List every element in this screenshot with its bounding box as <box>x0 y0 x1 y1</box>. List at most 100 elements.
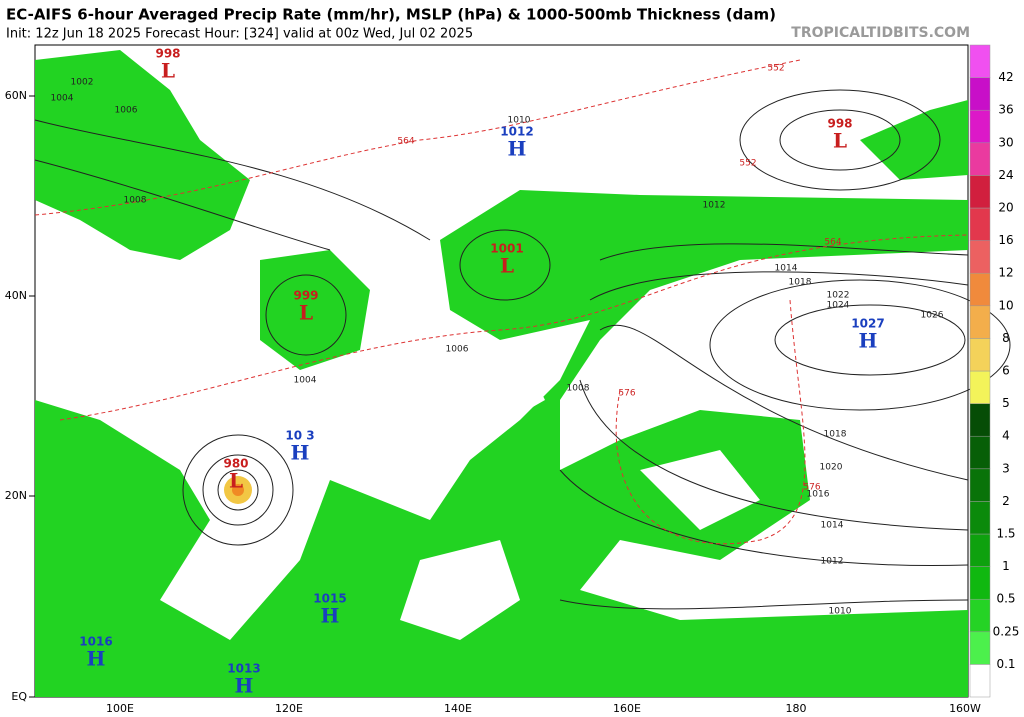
contour-label: 1006 <box>115 106 138 116</box>
contour-label: 1018 <box>789 278 812 288</box>
contour-label: 1012 <box>703 201 726 211</box>
contour-label: 1022 <box>827 291 850 301</box>
colorbar-box <box>969 109 991 144</box>
lat-label: 20N <box>5 489 27 502</box>
colorbar-box <box>969 533 991 567</box>
colorbar-box <box>969 338 991 372</box>
lat-label: 40N <box>5 289 27 302</box>
system-letter: H <box>87 647 106 671</box>
title: EC-AIFS 6-hour Averaged Precip Rate (mm/… <box>6 6 776 24</box>
colorbar-box <box>969 435 991 470</box>
colorbar-box <box>969 664 991 698</box>
system-pressure: 10 3 <box>285 429 314 443</box>
colorbar-label: 16 <box>998 233 1013 247</box>
system-letter: L <box>500 254 514 278</box>
colorbar-label: 5 <box>1002 396 1010 410</box>
colorbar-box <box>969 305 991 339</box>
subtitle: Init: 12z Jun 18 2025 Forecast Hour: [32… <box>6 27 473 42</box>
isobars <box>34 89 1011 610</box>
lat-label: EQ <box>11 690 27 703</box>
colorbar-box <box>969 370 991 404</box>
contour-label: 1018 <box>824 430 847 440</box>
lon-label: 160W <box>949 702 981 715</box>
contour-label: 1016 <box>807 490 830 500</box>
contour-label: 1002 <box>71 78 94 88</box>
system-pressure: 1001 <box>490 242 523 256</box>
system-letter: L <box>299 301 313 325</box>
system-pressure: 998 <box>155 47 180 61</box>
system-letter: H <box>291 441 310 465</box>
colorbar-label: 30 <box>998 135 1013 149</box>
thickness-label: 564 <box>824 238 841 248</box>
system-pressure: 1016 <box>79 635 112 649</box>
precip-gaps <box>400 370 760 640</box>
colorbar-box <box>969 468 991 502</box>
colorbar-box <box>969 77 991 111</box>
thickness-label: 576 <box>803 483 820 493</box>
system-letter: L <box>229 469 243 493</box>
contour-label: 1014 <box>775 264 798 274</box>
contour-label: 1014 <box>821 521 844 531</box>
map <box>34 44 1011 698</box>
colorbar-label: 10 <box>998 298 1013 312</box>
system-letter: L <box>833 129 847 153</box>
contour-label: 1012 <box>821 557 844 567</box>
colorbar-label: 8 <box>1002 331 1010 345</box>
colorbar-label: 0.25 <box>993 624 1020 638</box>
contour-label: 1004 <box>51 94 74 104</box>
lon-label: 120E <box>275 702 303 715</box>
contour-label: 1020 <box>820 463 843 473</box>
contour-label: 1024 <box>827 301 850 311</box>
lon-label: 100E <box>106 702 134 715</box>
colorbar-box <box>969 501 991 535</box>
colorbar-label: 4 <box>1002 429 1010 443</box>
heavy-precip-core <box>232 484 244 496</box>
colorbar-box <box>969 142 991 176</box>
colorbar-label: 3 <box>1002 461 1010 475</box>
system-pressure: 980 <box>223 457 248 471</box>
colorbar-label: 20 <box>998 201 1013 215</box>
system-pressure: 998 <box>827 117 852 131</box>
system-pressure: 1013 <box>227 662 260 676</box>
contour-label: 1008 <box>124 196 147 206</box>
system-pressure: 1012 <box>500 125 533 139</box>
thickness-label: 552 <box>767 64 784 74</box>
colorbar-box <box>969 207 991 241</box>
system-letter: L <box>161 59 175 83</box>
contour-label: 1004 <box>294 376 317 386</box>
system-pressure: 999 <box>293 289 318 303</box>
contour-label: 1010 <box>829 607 852 617</box>
system-letter: H <box>321 604 340 628</box>
thickness <box>34 59 969 545</box>
colorbar-box <box>969 175 991 209</box>
colorbar-box <box>969 240 991 274</box>
system-letter: H <box>508 137 527 161</box>
thickness-label: 552 <box>739 159 756 169</box>
thickness-label: 576 <box>618 389 635 399</box>
system-letter: H <box>235 674 254 698</box>
colorbar-box <box>969 598 991 633</box>
thickness-label: 564 <box>397 137 414 147</box>
system-pressure: 1015 <box>313 592 346 606</box>
colorbar-label: 1.5 <box>996 527 1015 541</box>
colorbar-label: 12 <box>998 266 1013 280</box>
contour-label: 1026 <box>921 311 944 321</box>
colorbar-box <box>969 403 991 437</box>
colorbar-box <box>969 272 991 307</box>
credit: TROPICALTIDBITS.COM <box>791 25 970 41</box>
colorbar-label: 2 <box>1002 494 1010 508</box>
colorbar-label: 6 <box>1002 364 1010 378</box>
colorbar-label: 0.5 <box>996 592 1015 606</box>
colorbar-label: 0.1 <box>996 657 1015 671</box>
system-letter: H <box>859 329 878 353</box>
system-pressure: 1027 <box>851 317 884 331</box>
lon-label: 160E <box>613 702 641 715</box>
colorbar: 0.1 0.25 0.5 1 1.5 2 3 4 5 6 8 10 12 16 20 24 30 36 42 <box>969 44 1020 698</box>
colorbar-label: 36 <box>998 103 1013 117</box>
lon-label: 140E <box>444 702 472 715</box>
contour-label: 1008 <box>567 384 590 394</box>
colorbar-box <box>969 44 991 78</box>
colorbar-label: 24 <box>998 168 1013 182</box>
contour-label: 1006 <box>446 345 469 355</box>
